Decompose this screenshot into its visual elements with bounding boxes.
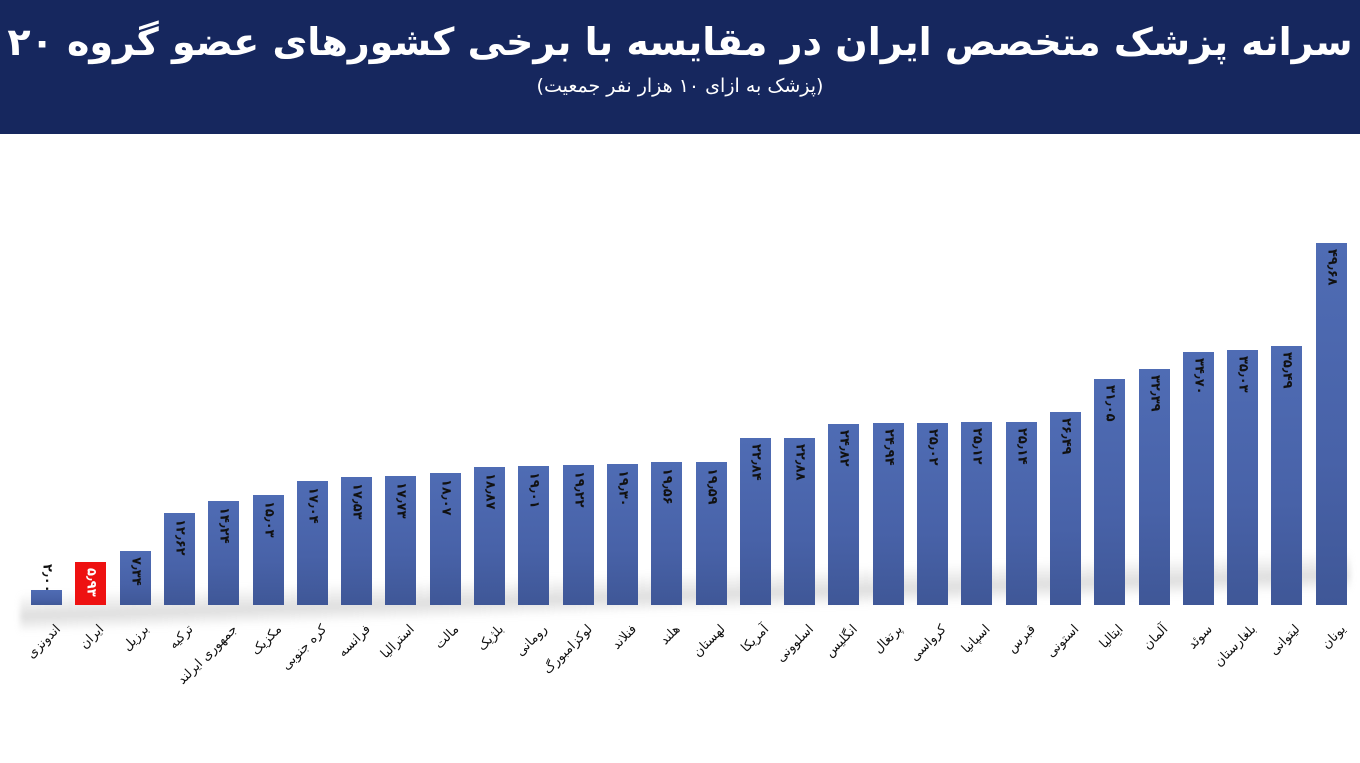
x-axis-category-label: آمریکا: [739, 622, 773, 656]
bar-22: ۲۵٫۱۴: [1006, 422, 1037, 605]
bar-value-label: ۲۵٫۱۲: [969, 428, 984, 465]
bar-value-label: ۲۵٫۱۴: [1014, 428, 1029, 465]
bar-14: ۱۹٫۵۶: [651, 462, 682, 605]
bar-value-label: ۲٫۰۰: [39, 564, 54, 593]
bar-25: ۳۲٫۳۹: [1139, 369, 1170, 605]
bar-18: ۲۴٫۸۲: [828, 424, 859, 605]
bar-13: ۱۹٫۳۰: [607, 464, 638, 605]
bar-17: ۲۲٫۸۸: [784, 438, 815, 605]
x-axis-category-label: کرواسی: [907, 622, 950, 665]
x-axis-category-label: فرانسه: [335, 622, 374, 661]
x-axis-category-label: اسپانیا: [959, 622, 994, 657]
bar-11: ۱۹٫۰۱: [518, 466, 549, 605]
bar-chart-plot-area: ۲٫۰۰ اندونزی ۵٫۹۳ ایران ۷٫۳۴ برزیل ۱۲٫۶۲ ترکیه ۱…: [0, 134, 1360, 763]
x-axis-category-label: کره جنوبی: [278, 622, 330, 674]
chart-subtitle: (پزشک به ازای ۱۰ هزار نفر جمعیت): [536, 75, 824, 97]
bar-3: ۱۲٫۶۲: [164, 513, 195, 605]
bar-value-label: ۱۹٫۰۱: [526, 472, 541, 509]
bar-value-label: ۲۴٫۸۲: [836, 430, 851, 467]
bar-26: ۳۴٫۷۰: [1183, 352, 1214, 605]
bar-value-label: ۲۵٫۰۲: [925, 429, 940, 466]
bar-10: ۱۸٫۸۷: [474, 467, 505, 605]
x-axis-category-label: پرتغال: [870, 622, 906, 657]
bar-value-label: ۱۷٫۷۳: [393, 482, 408, 519]
bar-23: ۲۶٫۴۹: [1050, 412, 1081, 605]
bar-29: ۴۹٫۶۸: [1316, 243, 1347, 605]
bar-value-label: ۱۷٫۵۳: [349, 483, 364, 520]
bar-20: ۲۵٫۰۲: [917, 423, 948, 605]
bar-value-label: ۳۱٫۰۵: [1102, 385, 1117, 422]
x-axis-category-label: لیتوانی: [1267, 622, 1304, 659]
bar-21: ۲۵٫۱۲: [961, 422, 992, 605]
bar-5: ۱۵٫۰۳: [253, 495, 284, 605]
bar-8: ۱۷٫۷۳: [385, 476, 416, 605]
bar-12: ۱۹٫۲۲: [563, 465, 594, 605]
bar-value-label: ۳۵٫۴۹: [1279, 352, 1294, 389]
x-axis-category-label: استونی: [1043, 622, 1083, 661]
bar-19: ۲۴٫۹۴: [873, 423, 904, 605]
x-axis-category-label: سوئد: [1185, 622, 1216, 653]
bar-value-label: ۳۵٫۰۳: [1235, 356, 1250, 393]
bar-value-label: ۲۶٫۴۹: [1058, 418, 1073, 455]
x-axis-category-label: رومانی: [513, 622, 551, 660]
bar-value-label: ۲۴٫۹۴: [881, 429, 896, 466]
x-axis-category-label: ایتالیا: [1096, 622, 1127, 652]
bar-value-label: ۱۹٫۵۹: [704, 468, 719, 505]
x-axis-category-label: هلند: [657, 622, 684, 649]
bar-7: ۱۷٫۵۳: [341, 477, 372, 605]
bar-6: ۱۷٫۰۴: [297, 481, 328, 605]
bar-value-label: ۱۹٫۵۶: [659, 468, 674, 505]
bar-value-label: ۱۹٫۳۰: [615, 470, 630, 507]
bar-value-label: ۵٫۹۳: [83, 568, 98, 597]
bar-27: ۳۵٫۰۳: [1227, 350, 1258, 605]
bar-value-label: ۱۸٫۸۷: [482, 473, 497, 510]
x-axis-category-label: استرالیا: [377, 622, 418, 662]
bar-value-label: ۱۲٫۶۲: [172, 519, 187, 556]
x-axis-category-label: مکزیک: [249, 622, 286, 659]
bar-24: ۳۱٫۰۵: [1094, 379, 1125, 605]
bar-1: ۵٫۹۳: [75, 562, 106, 605]
x-axis-category-label: بلژیک: [474, 622, 507, 655]
bar-4: ۱۴٫۲۴: [208, 501, 239, 605]
bar-2: ۷٫۳۴: [120, 551, 151, 605]
bar-16: ۲۲٫۸۴: [740, 438, 771, 605]
x-axis-category-label: قبرس: [1004, 622, 1039, 657]
x-axis-category-label: بلغارستان: [1211, 622, 1260, 670]
bar-28: ۳۵٫۴۹: [1271, 346, 1302, 605]
bar-value-label: ۳۲٫۳۹: [1147, 375, 1162, 412]
chart-title: سرانه پزشک متخصص ایران در مقایسه با برخی…: [7, 20, 1353, 64]
bar-value-label: ۱۹٫۲۲: [571, 471, 586, 508]
bar-value-label: ۲۲٫۸۸: [792, 444, 807, 481]
bar-value-label: ۴۹٫۶۸: [1324, 249, 1339, 286]
chart-header: سرانه پزشک متخصص ایران در مقایسه با برخی…: [0, 0, 1360, 134]
bar-value-label: ۳۴٫۷۰: [1191, 358, 1206, 395]
bar-0: ۲٫۰۰: [31, 564, 62, 605]
bar-value-label: ۱۸٫۰۷: [438, 479, 453, 516]
x-axis-category-label: انگلیس: [822, 622, 861, 661]
x-axis-category-label: مالت: [432, 622, 463, 653]
bar-value-label: ۱۵٫۰۳: [261, 501, 276, 538]
x-axis-category-label: یونان: [1318, 622, 1349, 653]
x-axis-category-label: آلمان: [1140, 622, 1172, 653]
bar-value-label: ۲۲٫۸۴: [748, 444, 763, 481]
bar-value-label: ۱۷٫۰۴: [305, 487, 320, 524]
x-axis-category-label: اسلوونی: [773, 622, 817, 666]
bar-9: ۱۸٫۰۷: [430, 473, 461, 605]
x-axis-category-label: فنلاند: [608, 622, 640, 653]
bar-value-label: ۱۴٫۲۴: [216, 507, 231, 544]
bar-15: ۱۹٫۵۹: [696, 462, 727, 605]
bar-value-label: ۷٫۳۴: [128, 557, 143, 586]
x-axis-category-label: لهستان: [690, 622, 729, 661]
